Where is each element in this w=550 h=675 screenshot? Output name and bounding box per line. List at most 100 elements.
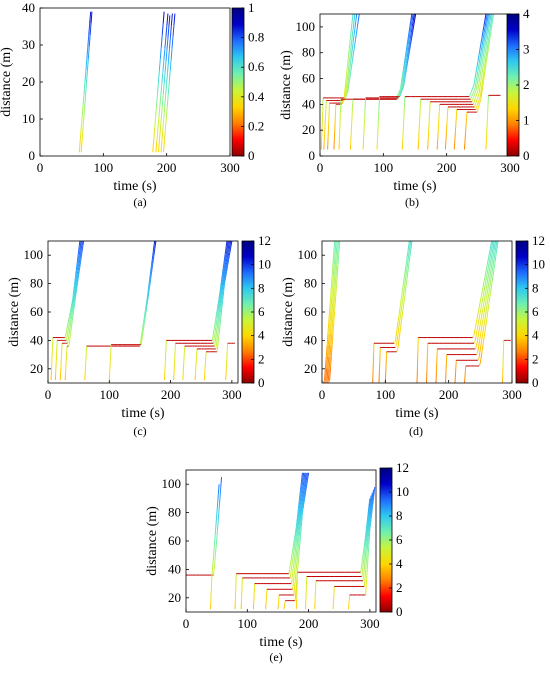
trajectory-segment (229, 248, 232, 252)
trajectory-segment (303, 499, 305, 503)
trajectory-segment (216, 346, 219, 352)
trajectory-segment (480, 82, 483, 90)
trajectory-segment (65, 336, 68, 341)
y-tick-label: 40 (302, 96, 315, 111)
trajectory-segment (485, 14, 488, 21)
trajectory-segment (489, 20, 492, 28)
trajectory-segment (349, 34, 352, 43)
trajectory-segment (224, 257, 227, 263)
trajectory-segment (163, 106, 166, 118)
trajectory-segment (406, 62, 409, 69)
trajectory-segment (477, 303, 481, 312)
trajectory-segment (475, 82, 478, 89)
trajectory-line (155, 13, 169, 153)
y-axis-label: distance (m) (281, 277, 296, 347)
trajectory-segment (227, 244, 230, 250)
trajectory-segment (78, 255, 80, 260)
trajectory-line (427, 14, 489, 150)
trajectory-segment (474, 81, 477, 88)
trajectory-segment (402, 303, 405, 313)
trajectory-segment (343, 90, 346, 98)
trajectory-segment (212, 328, 215, 333)
trajectory-segment (481, 75, 484, 83)
trajectory-segment (332, 310, 334, 323)
y-tick-label: 40 (30, 332, 43, 347)
trajectory-segment (89, 23, 92, 36)
trajectory-segment (484, 296, 488, 306)
trajectory-segment (301, 481, 304, 486)
trajectory-segment (295, 536, 298, 543)
trajectory-segment (477, 84, 480, 92)
trajectory-segment (482, 69, 485, 77)
trajectory-segment (169, 59, 172, 72)
trajectory-segment (297, 563, 299, 572)
x-tick-label: 100 (376, 387, 396, 402)
trajectory-segment (485, 40, 488, 48)
colorbar-tick-label: 10 (258, 257, 271, 272)
trajectory-segment (227, 262, 229, 266)
trajectory-segment (486, 287, 489, 297)
trajectory-segment (326, 368, 329, 381)
trajectory-segment (144, 315, 146, 320)
trajectory-segment (325, 345, 328, 358)
trajectory-segment (79, 128, 82, 141)
trajectory-segment (216, 306, 219, 311)
trajectory-segment (488, 14, 491, 21)
trajectory-segment (302, 495, 304, 500)
trajectory-segment (300, 515, 302, 523)
trajectories (322, 241, 511, 383)
trajectory-segment (350, 20, 353, 29)
trajectory-segment (403, 294, 406, 304)
trajectory-segment (298, 513, 301, 518)
trajectory-segment (154, 117, 157, 129)
trajectory-segment (402, 75, 405, 82)
trajectory-segment (230, 241, 233, 245)
trajectory-segment (304, 483, 307, 488)
trajectory-segment (334, 275, 337, 288)
trajectory-segment (80, 245, 83, 251)
trajectory-segment (335, 252, 337, 265)
trajectory-segment (327, 368, 330, 381)
trajectory-segment (220, 306, 223, 313)
trajectory-segment (485, 299, 489, 309)
trajectory-segment (489, 241, 493, 249)
trajectory-segment (300, 477, 303, 482)
trajectory-line (453, 14, 493, 150)
trajectory-line (325, 241, 338, 383)
trajectory-segment (485, 56, 488, 64)
trajectory-segment (331, 287, 334, 300)
trajectory-segment (222, 267, 224, 273)
trajectory-segment (410, 38, 413, 45)
trajectory-segment (151, 267, 153, 273)
trajectory-segment (165, 49, 168, 62)
y-tick-label: 40 (168, 561, 181, 576)
trajectory-segment (152, 245, 155, 251)
trajectory-segment (146, 303, 148, 308)
trajectory-segment (480, 73, 483, 81)
trajectory-segment (88, 35, 91, 47)
trajectory-segment (480, 323, 483, 334)
trajectory-segment (493, 261, 496, 272)
trajectory-segment (224, 265, 227, 270)
trajectory-segment (346, 75, 349, 83)
trajectory-segment (346, 62, 349, 70)
trajectory-segment (67, 326, 70, 330)
trajectory-segment (227, 252, 230, 257)
trajectory-segment (478, 49, 481, 56)
trajectory-segment (295, 532, 297, 538)
trajectory-segment (329, 345, 332, 358)
trajectory-segment (69, 309, 72, 314)
colorbar-tick-label: 10 (396, 484, 409, 499)
trajectory-segment (75, 270, 77, 276)
trajectory-segment (148, 285, 151, 291)
trajectory-segment (299, 522, 302, 529)
colorbar-tick-label: 0 (523, 148, 530, 163)
trajectory-segment (162, 117, 165, 130)
trajectory-segment (409, 20, 412, 27)
trajectory-segment (397, 338, 400, 348)
trajectory-segment (403, 274, 406, 283)
trajectory-segment (140, 340, 143, 345)
trajectory-segment (348, 41, 351, 50)
trajectory-segment (292, 546, 294, 551)
